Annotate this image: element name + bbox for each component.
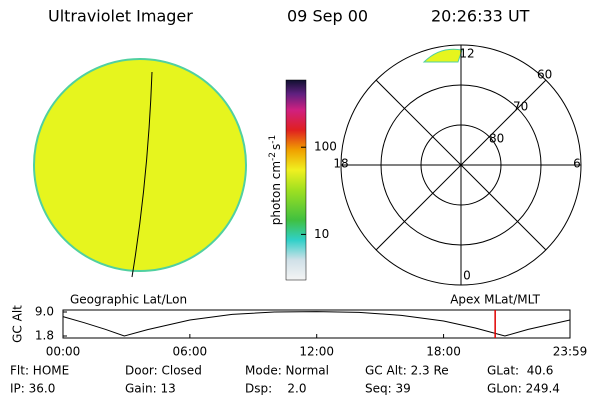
status-field: Mode: Normal — [245, 364, 329, 378]
y-axis-label: GC Alt — [11, 305, 25, 343]
aurora — [422, 48, 463, 63]
y-tick-label: 9.0 — [35, 305, 54, 319]
status-field: Dsp: 2.0 — [245, 382, 307, 396]
x-tick-label: 12:00 — [299, 345, 334, 359]
status-field: GC Alt: 2.3 Re — [365, 364, 449, 378]
mlt-label: 6 — [573, 157, 581, 171]
mlt-label: 12 — [459, 47, 474, 61]
right-label: Apex MLat/MLT — [450, 293, 540, 307]
status-field: Door: Closed — [125, 364, 202, 378]
polar-spoke — [375, 79, 547, 251]
status-field: GLon: 249.4 — [487, 382, 560, 396]
altitude-line — [62, 311, 571, 337]
title: Ultraviolet Imager — [48, 7, 193, 26]
date: 09 Sep 00 — [287, 7, 368, 26]
left-label: Geographic Lat/Lon — [70, 293, 187, 307]
colorbar-tick-label: 10 — [314, 227, 329, 241]
status-field: IP: 36.0 — [10, 382, 55, 396]
plot-frame — [62, 309, 571, 339]
x-tick-label: 23:59 — [553, 345, 588, 359]
status-field: Gain: 13 — [125, 382, 176, 396]
mlt-label: 18 — [333, 157, 348, 171]
status-field: Seq: 39 — [365, 382, 411, 396]
ring-label: 60 — [537, 68, 552, 82]
mlt-label: 0 — [463, 269, 471, 283]
status-field: GLat: 40.6 — [487, 364, 553, 378]
x-tick-label: 06:00 — [173, 345, 208, 359]
y-tick-label: 1.8 — [35, 329, 54, 343]
colorbar — [285, 79, 307, 281]
status-field: Flt: HOME — [10, 364, 69, 378]
colorbar-tick-label: 100 — [314, 140, 337, 154]
ring-label: 80 — [489, 132, 504, 146]
ring-label: 70 — [513, 100, 528, 114]
x-tick-label: 00:00 — [46, 345, 81, 359]
earth-image — [33, 58, 247, 278]
x-tick-label: 18:00 — [426, 345, 461, 359]
colorbar-label: photon cm-2s-1 — [268, 135, 283, 226]
time: 20:26:33 UT — [431, 7, 530, 26]
